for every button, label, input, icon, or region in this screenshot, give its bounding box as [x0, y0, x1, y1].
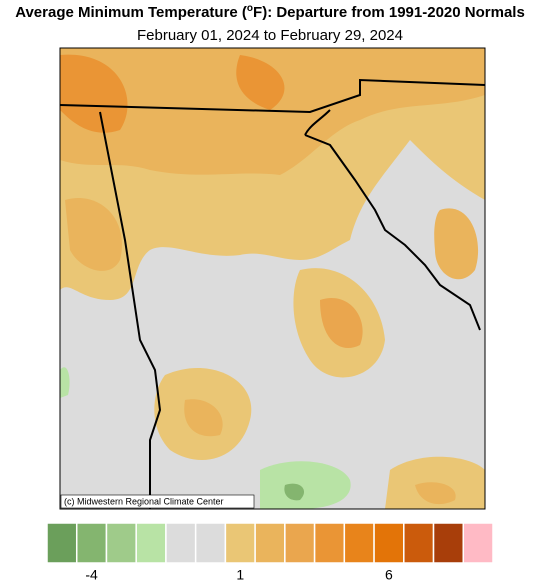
legend-swatch — [313, 522, 346, 564]
legend-swatch — [284, 522, 316, 564]
legend: -4 1 6 — [46, 522, 494, 583]
legend-swatch — [194, 522, 227, 564]
title-part: F): Departure from 1991-2020 Normals — [253, 4, 525, 21]
legend-swatch — [165, 522, 197, 564]
title-part: Average Minimum Temperature ( — [15, 4, 247, 21]
legend-swatch — [432, 522, 465, 564]
legend-swatch — [46, 522, 78, 564]
title-superscript: o — [247, 3, 253, 14]
map: (c) Midwestern Regional Climate Center — [59, 47, 486, 510]
legend-swatch — [105, 522, 137, 564]
legend-label: 1 — [236, 567, 244, 583]
legend-swatch — [403, 522, 435, 564]
subtitle: February 01, 2024 to February 29, 2024 — [137, 27, 403, 44]
legend-swatch — [224, 522, 256, 564]
legend-swatch — [75, 522, 108, 564]
credit: (c) Midwestern Regional Climate Center — [64, 496, 224, 506]
legend-swatch — [462, 522, 494, 564]
legend-label: 6 — [385, 567, 393, 583]
legend-label: -4 — [85, 567, 98, 583]
legend-swatch — [343, 522, 375, 564]
legend-swatch — [254, 522, 286, 564]
legend-swatch — [373, 522, 405, 564]
legend-swatch — [135, 522, 167, 564]
title: Average Minimum Temperature (oF): Depart… — [15, 3, 525, 21]
